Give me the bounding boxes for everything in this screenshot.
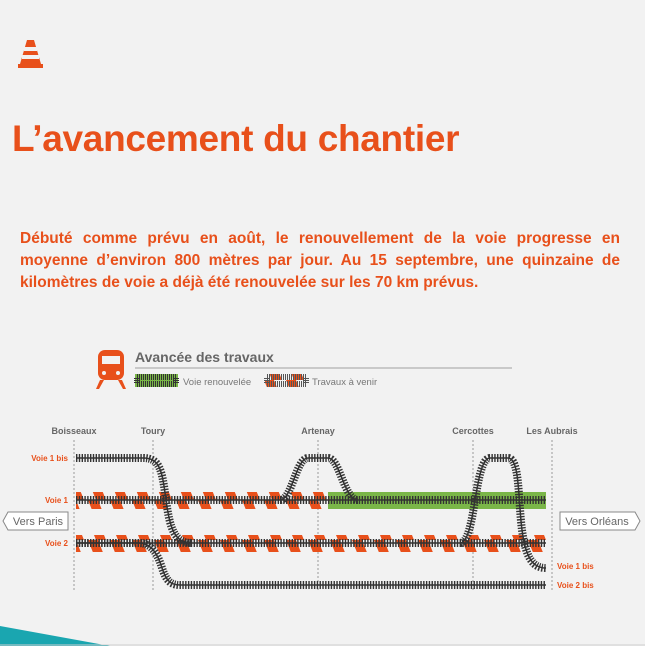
legend-done-label: Voie renouvelée <box>183 377 251 388</box>
track-voie2bis <box>76 539 546 589</box>
label-voie2bis-right: Voie 2 bis <box>557 581 594 590</box>
vers-paris-arrow <box>2 511 69 531</box>
train-icon <box>96 350 126 389</box>
traffic-cone-icon <box>18 40 43 68</box>
diagram-heading: Avancée des travaux <box>135 349 274 365</box>
track-voie1bis-toury <box>76 454 193 547</box>
teal-corner-decoration <box>0 626 110 646</box>
vers-orleans-arrow <box>559 511 641 531</box>
intro-paragraph: Débuté comme prévu en août, le renouvell… <box>20 230 620 291</box>
track-artenay-loop <box>278 454 360 504</box>
label-voie1bis-right: Voie 1 bis <box>557 562 594 571</box>
label-voie1bis-left: Voie 1 bis <box>31 454 68 463</box>
vers-paris-label: Vers Paris <box>13 516 64 528</box>
legend-todo-label: Travaux à venir <box>312 377 377 388</box>
label-voie1-left: Voie 1 <box>45 496 69 505</box>
label-voie2-left: Voie 2 <box>45 539 69 548</box>
station-label: Artenay <box>301 426 335 436</box>
station-label: Les Aubrais <box>526 426 577 436</box>
station-label: Cercottes <box>452 426 494 436</box>
station-label: Toury <box>141 426 165 436</box>
page-title: L’avancement du chantier <box>12 118 460 159</box>
vers-orleans-label: Vers Orléans <box>565 516 629 528</box>
track-cercottes-loop <box>458 454 547 572</box>
station-label: Boisseaux <box>51 426 96 436</box>
